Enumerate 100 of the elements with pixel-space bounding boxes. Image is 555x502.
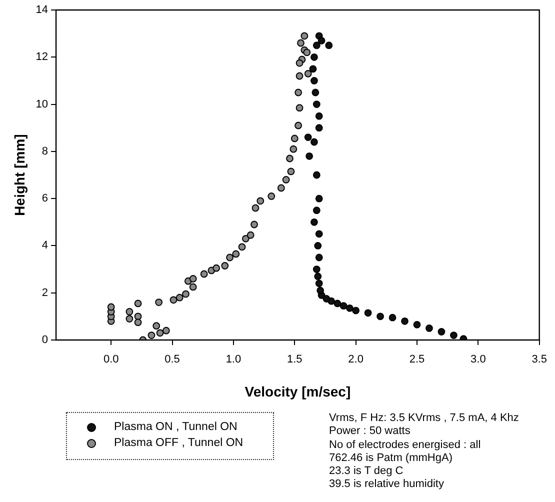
point (282, 176, 290, 184)
point (310, 53, 318, 61)
point (250, 220, 258, 228)
point (189, 283, 197, 291)
point (318, 36, 326, 44)
point (242, 234, 250, 242)
y-tick-label: 2 (42, 286, 48, 299)
x-tick-label: 0.5 (164, 354, 180, 366)
point (297, 39, 304, 47)
x-tick-label: 1.5 (286, 354, 302, 366)
point (314, 272, 322, 280)
point (304, 70, 312, 78)
point (268, 192, 276, 200)
point (322, 295, 330, 302)
point (134, 318, 142, 326)
text: Power : 50 watts (329, 425, 412, 439)
text: 39.5 is relative humidity (329, 478, 445, 492)
point (346, 304, 354, 312)
point (314, 242, 322, 250)
point (252, 204, 260, 212)
text: 23.3 is T deg C (329, 465, 404, 478)
point (256, 197, 264, 205)
point (388, 314, 396, 322)
point (134, 312, 142, 320)
point (232, 250, 240, 258)
point (303, 48, 311, 56)
point (309, 65, 317, 73)
point (352, 306, 360, 314)
point (312, 171, 320, 179)
y-tick-label: 12 (36, 51, 48, 64)
text: Vrms, F Hz: 3.5 KVrms , 7.5 mA, 4 Khz (329, 412, 519, 426)
point (287, 168, 295, 176)
point (315, 112, 323, 120)
point (226, 254, 234, 262)
point (316, 286, 324, 294)
point (413, 320, 421, 328)
point (312, 266, 320, 273)
point (238, 243, 246, 251)
legend-label: Plasma OFF , Tunnel ON (114, 437, 244, 449)
text: No of electrodes energised : all (329, 438, 482, 452)
y-tick-label: 6 (42, 192, 48, 205)
point (325, 42, 333, 50)
point (148, 332, 156, 339)
point (315, 230, 323, 238)
point (312, 100, 320, 108)
point (306, 152, 314, 160)
point (296, 59, 304, 67)
point (312, 42, 320, 50)
x-axis-title: Velocity [m/sec] (244, 383, 351, 400)
legend-label: Plasma ON , Tunnel ON (114, 421, 238, 433)
y-axis-title: Height [mm] (11, 134, 28, 216)
x-tick-label: 2.5 (409, 354, 425, 366)
point (296, 104, 304, 112)
point (152, 322, 160, 330)
y-tick-label: 0 (42, 334, 48, 346)
point (310, 218, 318, 226)
x-tick-label: 3.0 (470, 354, 486, 366)
point (156, 329, 164, 337)
x-tick-label: 2.0 (348, 354, 364, 366)
point (310, 77, 318, 84)
point (277, 184, 285, 192)
x-tick-label: 3.5 (532, 354, 548, 366)
point (426, 324, 433, 332)
point (162, 326, 170, 334)
point (315, 254, 323, 262)
point (212, 264, 220, 272)
point (312, 88, 320, 96)
x-tick-label: 1.0 (226, 354, 242, 366)
point (310, 138, 318, 146)
point (290, 134, 298, 142)
point (189, 275, 197, 282)
y-tick-label: 4 (42, 240, 48, 252)
text: 762.46 is Patm (mmHgA) (329, 452, 454, 466)
point (294, 122, 302, 130)
point (401, 317, 408, 325)
point (312, 206, 320, 214)
point (221, 262, 229, 270)
point (294, 88, 302, 96)
point (315, 194, 323, 202)
x-tick-label: 0.0 (103, 354, 119, 366)
point (304, 134, 312, 141)
point (107, 303, 115, 311)
point (438, 328, 446, 336)
point (290, 145, 298, 153)
point (364, 309, 372, 317)
point (334, 300, 342, 308)
point (134, 300, 142, 308)
point (200, 270, 208, 278)
point (182, 290, 190, 298)
y-tick-label: 10 (36, 98, 48, 110)
point (315, 280, 323, 288)
point (246, 231, 254, 239)
point (155, 298, 163, 306)
point (170, 296, 178, 304)
point (286, 154, 294, 162)
point (176, 294, 184, 302)
y-tick-label: 8 (42, 145, 48, 158)
point (340, 302, 348, 310)
point (126, 308, 134, 316)
point (376, 312, 384, 320)
